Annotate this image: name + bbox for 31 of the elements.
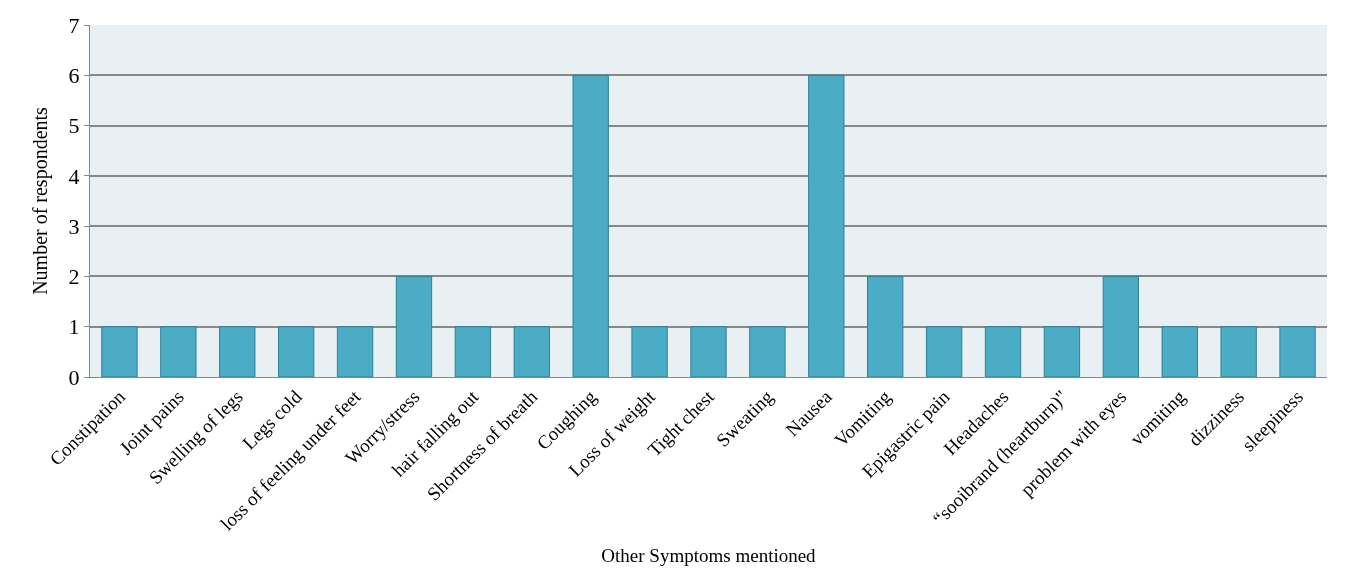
bar bbox=[867, 275, 904, 377]
y-tick-label: 3 bbox=[68, 213, 80, 239]
bar bbox=[1279, 326, 1316, 377]
x-axis-title: Other Symptoms mentioned bbox=[601, 545, 817, 567]
y-axis-title: Number of respondents bbox=[29, 106, 53, 295]
bar bbox=[1102, 275, 1139, 377]
bar bbox=[1161, 326, 1198, 377]
bar bbox=[513, 326, 550, 377]
bar bbox=[219, 326, 256, 377]
bar bbox=[925, 326, 963, 377]
bar bbox=[336, 326, 374, 377]
y-tick-label: 6 bbox=[68, 62, 80, 88]
bar bbox=[808, 74, 845, 377]
y-tick-label: 7 bbox=[68, 12, 80, 38]
bar bbox=[454, 326, 492, 377]
bar bbox=[749, 326, 786, 377]
bar bbox=[690, 326, 727, 377]
y-tick-label: 5 bbox=[68, 113, 80, 139]
y-tick-label: 0 bbox=[68, 364, 80, 390]
y-tick-label: 2 bbox=[68, 264, 80, 290]
bar bbox=[395, 275, 433, 377]
bar bbox=[101, 326, 138, 377]
bar bbox=[1043, 326, 1081, 377]
bar bbox=[1220, 326, 1257, 377]
bar bbox=[278, 326, 315, 377]
y-tick-label: 4 bbox=[68, 163, 80, 189]
bar bbox=[160, 326, 197, 377]
bar bbox=[984, 326, 1022, 377]
y-tick-label: 1 bbox=[68, 314, 80, 340]
bar bbox=[631, 326, 668, 377]
bar bbox=[572, 74, 609, 377]
